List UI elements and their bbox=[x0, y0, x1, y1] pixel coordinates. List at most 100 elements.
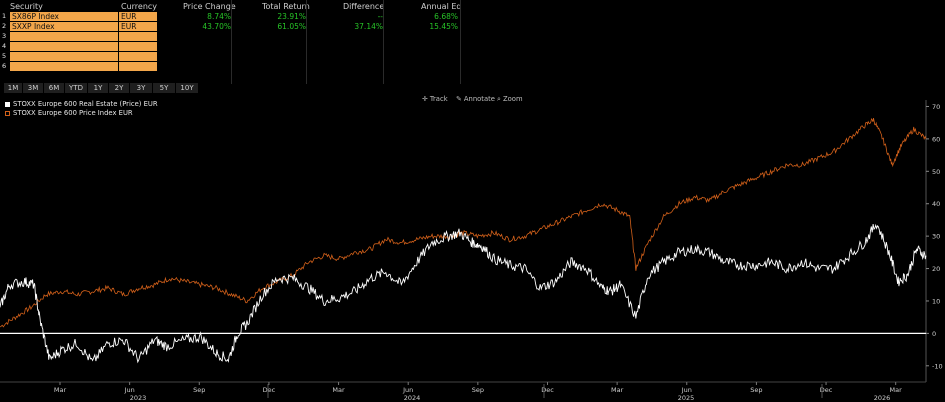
total-return-value: 23.91% bbox=[277, 12, 306, 21]
price-change-value bbox=[160, 52, 231, 61]
x-tick-label: Mar bbox=[890, 386, 903, 394]
column-divider bbox=[306, 0, 307, 84]
table-row[interactable]: 4 bbox=[0, 42, 480, 52]
row-number: 1 bbox=[2, 12, 7, 20]
track-label: Track bbox=[429, 95, 448, 103]
column-divider bbox=[383, 0, 384, 84]
currency-cell[interactable] bbox=[119, 42, 157, 51]
col-header-annual-eq: Annual Eq bbox=[421, 2, 462, 11]
difference-value: -- bbox=[377, 12, 383, 21]
y-tick-label: 70 bbox=[932, 103, 940, 111]
y-tick-label: 20 bbox=[932, 265, 940, 273]
range-button-3y[interactable]: 3Y bbox=[130, 83, 153, 93]
price-change-value bbox=[160, 42, 231, 51]
total-return-value bbox=[236, 42, 306, 51]
range-button-ytd[interactable]: YTD bbox=[65, 83, 88, 93]
currency-cell[interactable]: EUR bbox=[119, 22, 157, 31]
annual-eq-value: 6.68% bbox=[434, 12, 458, 21]
range-button-6m[interactable]: 6M bbox=[44, 83, 65, 93]
year-label: 2024 bbox=[404, 394, 421, 402]
price-change-value bbox=[160, 62, 231, 71]
table-row[interactable]: 2 SXXP Index EUR 43.70% 61.05% 37.14% 15.45% bbox=[0, 22, 480, 32]
x-tick-label: Dec bbox=[541, 386, 554, 394]
table-row[interactable]: 6 bbox=[0, 62, 480, 72]
y-tick-label: 0 bbox=[932, 330, 936, 338]
zoom-tool[interactable]: ⌕ Zoom bbox=[497, 95, 523, 104]
range-button-3m[interactable]: 3M bbox=[23, 83, 44, 93]
difference-value bbox=[311, 42, 383, 51]
crosshair-icon: ✛ bbox=[422, 95, 430, 103]
column-divider bbox=[231, 0, 232, 84]
x-tick-label: Mar bbox=[611, 386, 624, 394]
year-label: 2025 bbox=[678, 394, 695, 402]
range-button-5y[interactable]: 5Y bbox=[153, 83, 176, 93]
annual-eq-value bbox=[388, 42, 458, 51]
x-tick-label: Jun bbox=[681, 386, 692, 394]
price-change-value: 43.70% bbox=[202, 22, 231, 31]
security-cell[interactable] bbox=[10, 52, 118, 61]
range-button-2y[interactable]: 2Y bbox=[109, 83, 130, 93]
currency-cell[interactable] bbox=[119, 52, 157, 61]
table-row[interactable]: 3 bbox=[0, 32, 480, 42]
difference-value: 37.14% bbox=[354, 22, 383, 31]
row-number: 2 bbox=[2, 22, 7, 30]
range-button-1y[interactable]: 1Y bbox=[88, 83, 109, 93]
col-header-security: Security bbox=[10, 2, 43, 11]
table-row[interactable]: 5 bbox=[0, 52, 480, 62]
y-tick-label: 30 bbox=[932, 233, 940, 241]
zoom-label: Zoom bbox=[502, 95, 523, 103]
x-tick-label: Mar bbox=[332, 386, 345, 394]
row-number: 5 bbox=[2, 52, 7, 60]
security-cell[interactable] bbox=[10, 62, 118, 71]
y-tick-label: 40 bbox=[932, 200, 940, 208]
y-tick-label: 10 bbox=[932, 297, 940, 305]
x-tick-label: Sep bbox=[750, 386, 762, 394]
difference-value bbox=[311, 32, 383, 41]
range-button-1m[interactable]: 1M bbox=[4, 83, 23, 93]
row-number: 3 bbox=[2, 32, 7, 40]
currency-cell[interactable]: EUR bbox=[119, 12, 157, 21]
table-row[interactable]: 1 SX86P Index EUR 8.74% 23.91% -- 6.68% bbox=[0, 12, 480, 22]
x-tick-label: Sep bbox=[472, 386, 484, 394]
col-header-currency: Currency bbox=[121, 2, 158, 11]
line-chart[interactable]: 70 60 50 40 30 20 10 0 -10 Mar Jun Sep Dec Mar Jun Sep D… bbox=[0, 94, 945, 402]
legend-item-price-index[interactable]: STOXX Europe 600 Price Index EUR bbox=[5, 109, 133, 117]
year-label: 2026 bbox=[874, 394, 891, 402]
row-number: 6 bbox=[2, 62, 7, 70]
track-tool[interactable]: ✛ Track bbox=[422, 95, 448, 103]
annotate-label: Annotate bbox=[463, 95, 495, 103]
security-table: Security Currency Price Change Total Ret… bbox=[0, 0, 945, 84]
year-label: 2023 bbox=[130, 394, 147, 402]
price-change-value: 8.74% bbox=[207, 12, 231, 21]
security-cell[interactable] bbox=[10, 32, 118, 41]
row-number: 4 bbox=[2, 42, 7, 50]
zoom-icon: ⌕ bbox=[497, 95, 503, 103]
column-divider bbox=[460, 0, 461, 84]
col-header-difference: Difference bbox=[343, 2, 385, 11]
security-cell[interactable]: SX86P Index bbox=[10, 12, 118, 21]
series-line-price-index bbox=[0, 117, 927, 328]
col-header-total-return: Total Return bbox=[262, 2, 310, 11]
total-return-value bbox=[236, 52, 306, 61]
pencil-icon: ✎ bbox=[456, 95, 464, 103]
x-tick-label: Mar bbox=[54, 386, 67, 394]
price-change-value bbox=[160, 32, 231, 41]
legend-swatch-orange bbox=[5, 110, 10, 116]
currency-cell[interactable] bbox=[119, 32, 157, 41]
x-tick-label: Jun bbox=[402, 386, 413, 394]
y-tick-label: 50 bbox=[932, 168, 940, 176]
legend-item-real-estate[interactable]: STOXX Europe 600 Real Estate (Price) EUR bbox=[5, 100, 158, 108]
total-return-value bbox=[236, 32, 306, 41]
x-tick-label: Dec bbox=[820, 386, 833, 394]
annual-eq-value: 15.45% bbox=[429, 22, 458, 31]
security-cell[interactable] bbox=[10, 42, 118, 51]
security-cell[interactable]: SXXP Index bbox=[10, 22, 118, 31]
annotate-tool[interactable]: ✎ Annotate bbox=[456, 95, 495, 103]
difference-value bbox=[311, 62, 383, 71]
legend-label: STOXX Europe 600 Price Index EUR bbox=[13, 109, 133, 117]
x-tick-label: Dec bbox=[263, 386, 276, 394]
total-return-value: 61.05% bbox=[277, 22, 306, 31]
x-tick-label: Sep bbox=[193, 386, 205, 394]
range-button-10y[interactable]: 10Y bbox=[176, 83, 199, 93]
currency-cell[interactable] bbox=[119, 62, 157, 71]
